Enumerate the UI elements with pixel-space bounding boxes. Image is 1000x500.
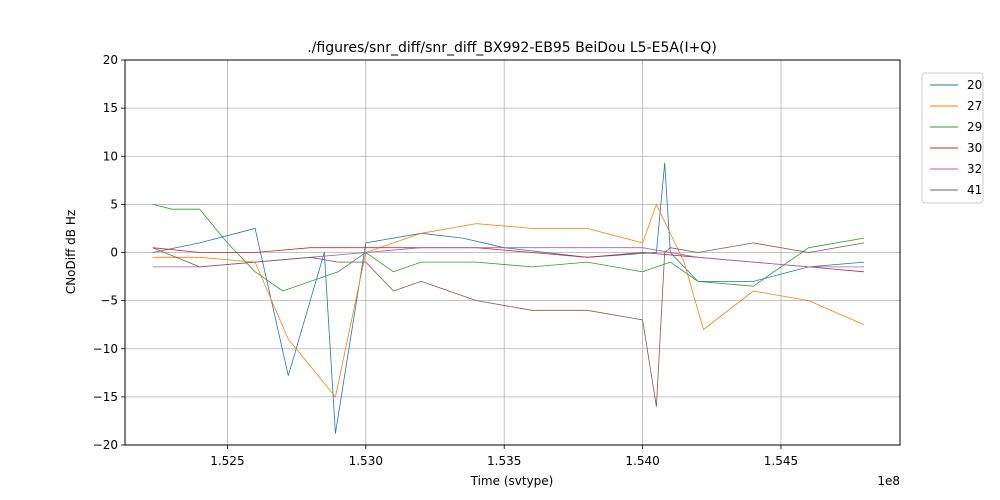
y-tick-label: 15	[103, 101, 118, 115]
legend-label-20: 20	[967, 78, 982, 92]
y-tick-label: −20	[93, 438, 118, 452]
y-tick-label: −10	[93, 342, 118, 356]
series-line-29	[152, 204, 865, 292]
x-tick-label: 1.535	[487, 454, 521, 468]
legend-label-29: 29	[967, 120, 982, 134]
y-tick-label: 10	[103, 149, 118, 163]
series-line-20	[152, 162, 865, 434]
x-tick-label: 1.525	[210, 454, 244, 468]
y-tick-label: −5	[100, 294, 118, 308]
legend-label-30: 30	[967, 141, 982, 155]
legend-label-32: 32	[967, 162, 982, 176]
y-tick-label: 20	[103, 53, 118, 67]
y-tick-label: 5	[110, 197, 118, 211]
y-tick-label: −15	[93, 390, 118, 404]
x-tick-label: 1.530	[349, 454, 383, 468]
x-tick-label: 1.540	[625, 454, 659, 468]
series-lines	[152, 162, 865, 434]
series-line-41	[152, 242, 865, 407]
y-axis-label: CNoDiff dB Hz	[64, 210, 78, 294]
series-line-27	[152, 203, 865, 398]
x-offset-label: 1e8	[877, 474, 900, 488]
legend: 20 27 29 30 32 41	[921, 72, 984, 204]
y-tick-label: 0	[110, 246, 118, 260]
axis-ticks: 1.525 1.530 1.535 1.540 1.545 −20 −15 −10 −5 0 5 10…	[93, 53, 798, 468]
legend-label-27: 27	[967, 99, 982, 113]
chart-title: ./figures/snr_diff/snr_diff_BX992-EB95 B…	[307, 40, 717, 56]
legend-label-41: 41	[967, 183, 982, 197]
x-axis-label: Time (svtype)	[470, 474, 554, 488]
x-tick-label: 1.545	[764, 454, 798, 468]
